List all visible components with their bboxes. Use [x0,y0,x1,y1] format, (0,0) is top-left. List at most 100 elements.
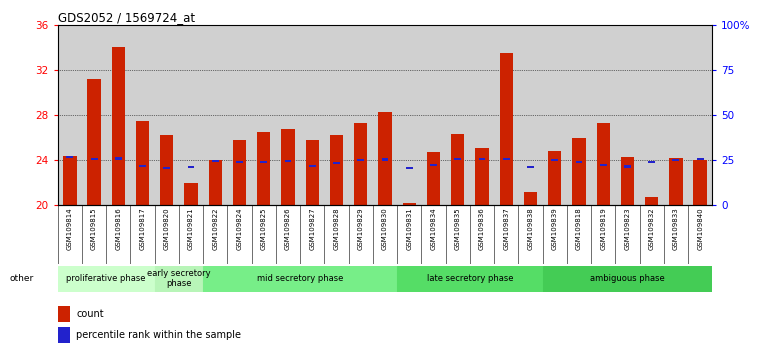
Bar [300,25,324,205]
Bar [227,25,252,205]
Text: GSM109828: GSM109828 [333,207,340,250]
Bar [527,166,534,168]
Text: GSM109815: GSM109815 [91,207,97,250]
Bar [155,25,179,205]
Bar [648,161,655,163]
Text: ambiguous phase: ambiguous phase [590,274,665,283]
Bar [88,79,101,205]
Text: GSM109819: GSM109819 [600,207,606,250]
Text: GSM109832: GSM109832 [648,207,654,250]
Bar [572,138,586,205]
Bar [397,266,543,292]
Bar [252,25,276,205]
Text: GSM109831: GSM109831 [407,207,412,250]
Text: GSM109829: GSM109829 [358,207,363,250]
Text: GSM109835: GSM109835 [455,207,460,250]
Bar [349,25,373,205]
Bar [91,158,98,160]
Bar [694,160,707,205]
Bar [575,161,582,163]
Bar [276,25,300,205]
Text: GSM109838: GSM109838 [527,207,534,250]
Text: GSM109820: GSM109820 [164,207,170,250]
Bar [600,164,607,166]
Bar [357,159,364,161]
Bar [163,167,170,169]
Bar [503,158,510,160]
Bar [421,25,446,205]
Bar [664,25,688,205]
Bar [285,160,291,162]
Bar [430,164,437,166]
Bar [406,167,413,169]
Text: GSM109834: GSM109834 [430,207,437,250]
Bar [543,25,567,205]
Text: mid secretory phase: mid secretory phase [257,274,343,283]
Bar [446,25,470,205]
Bar [130,25,155,205]
Bar [58,327,69,343]
Bar [106,25,130,205]
Bar [470,25,494,205]
Text: count: count [76,309,104,319]
Bar [378,112,392,205]
Text: GSM109817: GSM109817 [139,207,146,250]
Bar [236,161,243,163]
Bar [257,132,270,205]
Bar [500,53,513,205]
Bar [203,266,397,292]
Text: GSM109840: GSM109840 [697,207,703,250]
Bar [209,160,222,205]
Bar [382,159,388,161]
Bar [373,25,397,205]
Bar [306,140,319,205]
Text: late secretory phase: late secretory phase [427,274,513,283]
Text: GSM109825: GSM109825 [261,207,266,250]
Bar [203,25,227,205]
Bar [621,157,634,205]
Bar [624,165,631,167]
Text: GSM109839: GSM109839 [551,207,557,250]
Bar [672,159,679,161]
Bar [548,151,561,205]
Bar [451,134,464,205]
Bar [115,158,122,160]
Text: GSM109821: GSM109821 [188,207,194,250]
Bar [324,25,349,205]
Bar [597,123,610,205]
Bar [82,25,106,205]
Bar [66,156,73,158]
Bar [479,158,485,160]
Bar [494,25,518,205]
Bar [333,162,340,164]
Bar [112,47,125,205]
Bar [354,123,367,205]
Bar [233,140,246,205]
Text: GSM109822: GSM109822 [213,207,219,250]
Bar [184,183,198,205]
Bar [475,148,489,205]
Bar [669,158,682,205]
Bar [697,158,704,160]
Bar [309,165,316,167]
Bar [454,158,461,160]
Text: GSM109833: GSM109833 [673,207,679,250]
Text: other: other [9,274,34,283]
Bar [136,121,149,205]
Text: early secretory
phase: early secretory phase [147,269,211,289]
Bar [427,152,440,205]
Bar [688,25,712,205]
Bar [524,192,537,205]
Text: proliferative phase: proliferative phase [66,274,146,283]
Bar [615,25,640,205]
Bar [58,306,69,321]
Bar [543,266,712,292]
Bar [188,166,195,168]
Bar [640,25,664,205]
Text: GSM109824: GSM109824 [236,207,243,250]
Text: GSM109837: GSM109837 [504,207,509,250]
Bar [551,159,558,161]
Bar [139,165,146,167]
Text: GSM109826: GSM109826 [285,207,291,250]
Text: percentile rank within the sample: percentile rank within the sample [76,330,241,341]
